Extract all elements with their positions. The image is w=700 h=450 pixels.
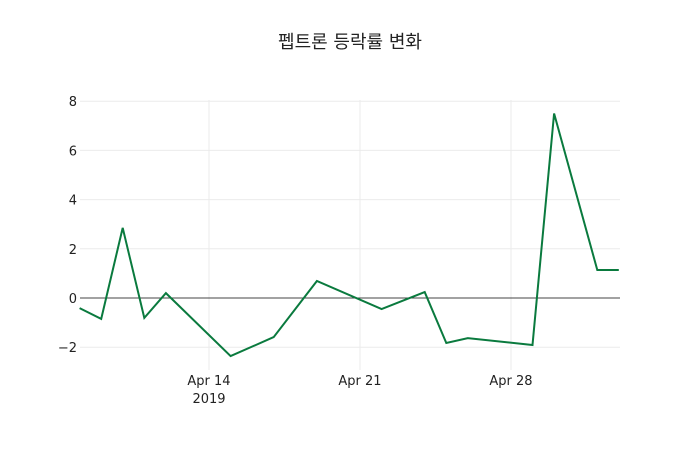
x-tick-label: Apr 21	[338, 374, 381, 389]
y-tick-label: −2	[58, 341, 77, 356]
chart-title: 펩트론 등락률 변화	[278, 32, 422, 53]
y-tick-label: 2	[69, 243, 77, 258]
y-tick-label: 8	[69, 95, 77, 110]
x-tick-label: Apr 14	[187, 374, 230, 389]
y-tick-label: 4	[69, 194, 77, 209]
x-tick-label: Apr 28	[489, 374, 532, 389]
y-tick-label: 0	[69, 292, 77, 307]
y-tick-label: 6	[69, 144, 77, 159]
data-line	[79, 113, 619, 358]
x-tick-year-label: 2019	[192, 392, 225, 407]
